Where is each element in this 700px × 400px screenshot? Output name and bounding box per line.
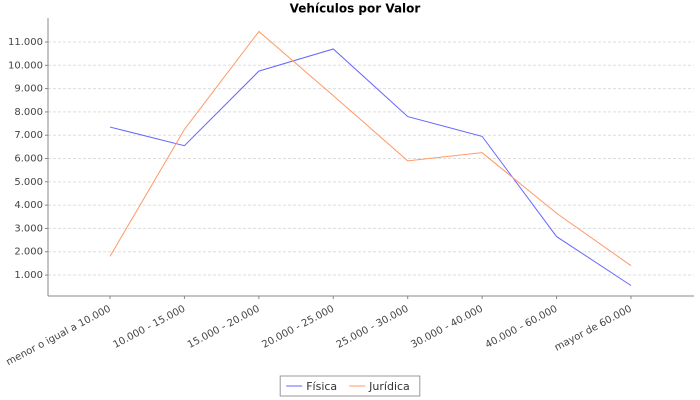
y-tick-label: 1.000	[14, 270, 43, 281]
y-tick-label: 10.000	[8, 60, 43, 71]
legend-label: Física	[306, 380, 337, 393]
y-tick-label: 2.000	[14, 247, 43, 258]
y-tick-label: 4.000	[14, 200, 43, 211]
x-tick-label: mayor de 60.000	[553, 304, 634, 354]
series-line	[109, 48, 632, 286]
y-tick-label: 7.000	[14, 130, 43, 141]
x-tick-label: 30.000 - 40.000	[409, 304, 485, 351]
y-tick-label: 3.000	[14, 223, 43, 234]
y-tick-label: 9.000	[14, 84, 43, 95]
y-tick-label: 6.000	[14, 154, 43, 165]
legend-box	[279, 375, 421, 397]
legend-label: Jurídica	[368, 380, 410, 393]
series-line	[109, 30, 632, 267]
x-tick-label: 15.000 - 20.000	[186, 304, 262, 351]
x-tick-label: 25.000 - 30.000	[335, 304, 411, 351]
x-tick-label: 20.000 - 25.000	[260, 304, 336, 351]
chart-title: Vehículos por Valor	[290, 2, 421, 16]
y-tick-label: 8.000	[14, 107, 43, 118]
legend: Física Jurídica	[279, 375, 421, 397]
y-tick-label: 11.000	[8, 37, 43, 48]
x-tick-label: menor o igual a 10.000	[5, 304, 113, 369]
x-tick-label: 40.000 - 60.000	[484, 304, 560, 351]
y-tick-label: 5.000	[14, 177, 43, 188]
x-tick-label: 10.000 - 15.000	[111, 304, 187, 351]
